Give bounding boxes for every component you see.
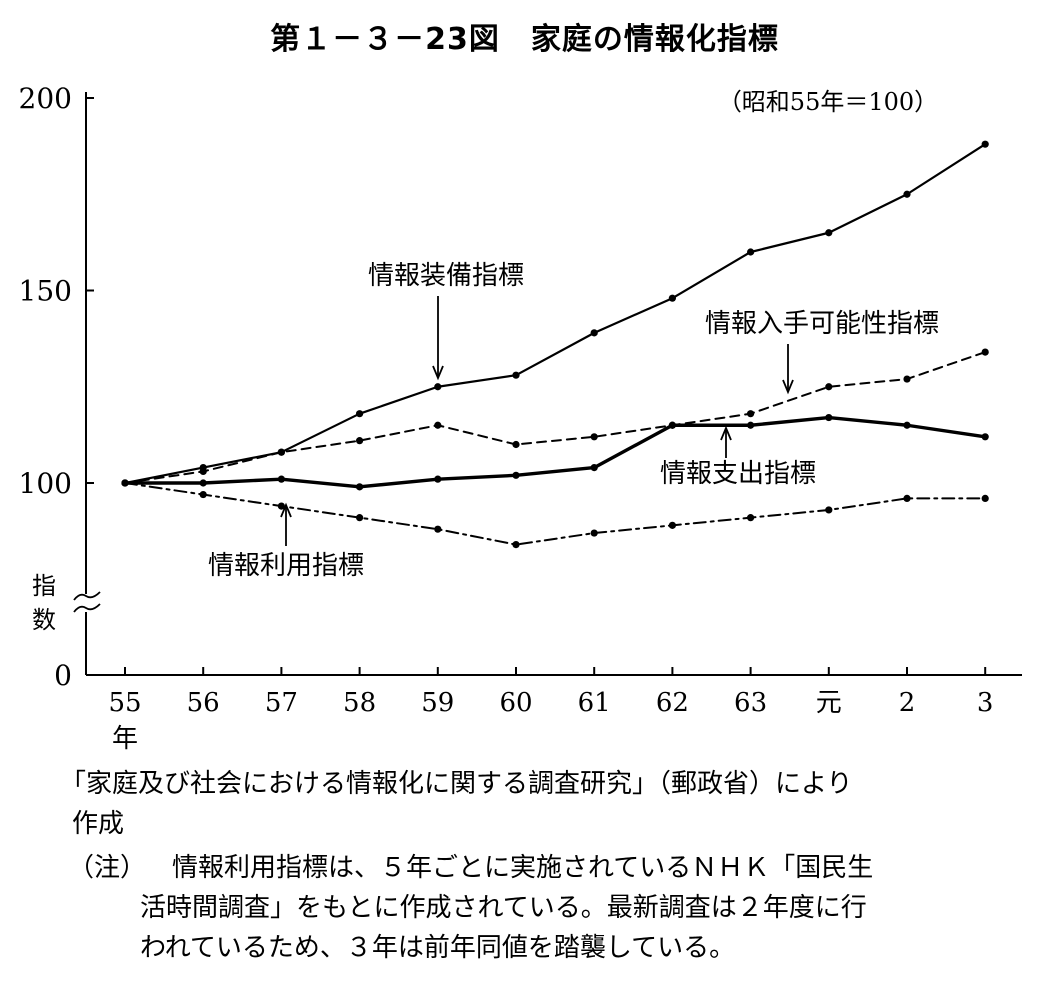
- x-tick-label: 60: [499, 688, 532, 718]
- x-tick-label: 59: [421, 688, 454, 718]
- data-point: [747, 514, 755, 522]
- data-point: [590, 329, 598, 337]
- series-line-2: [124, 351, 987, 484]
- x-tick-label: 58: [343, 688, 376, 718]
- data-point: [356, 514, 364, 522]
- data-point: [825, 506, 833, 514]
- data-point: [512, 541, 520, 549]
- x-unit-label: 年: [112, 724, 138, 754]
- data-point: [434, 475, 442, 483]
- x-tick-label: 63: [734, 688, 767, 718]
- data-point: [356, 437, 364, 445]
- data-point: [512, 440, 520, 449]
- note-line-3: われているため、３年は前年同値を踏襲している。: [140, 933, 736, 963]
- series-arrowhead-1: [432, 365, 444, 381]
- data-point: [590, 433, 598, 441]
- note-line-2: 活時間調査」をもとに作成されている。最新調査は２年度に行: [140, 893, 867, 923]
- data-point: [199, 467, 207, 476]
- data-point: [747, 410, 755, 418]
- series-line-4: [124, 482, 987, 546]
- labels-layer: 0 100 150 200 指数 （昭和55年＝100） 55 56 57 58 59 60 61 62 6…: [19, 82, 994, 754]
- data-point: [825, 413, 833, 422]
- data-point: [668, 294, 677, 302]
- line-chart: 0 100 150 200 指数 （昭和55年＝100） 55 56 57 58 59 60 61 62 6…: [19, 82, 1022, 754]
- data-point: [668, 421, 677, 429]
- data-point: [277, 502, 285, 510]
- y-tick-label: 0: [54, 659, 72, 692]
- y-axis-label-part1: 指: [32, 572, 56, 600]
- y-tick-label: 150: [19, 275, 72, 308]
- data-point: [668, 521, 677, 529]
- x-tick-label: 3: [977, 688, 994, 718]
- data-point: [121, 479, 129, 487]
- data-point: [512, 371, 520, 379]
- x-tick-label: 56: [187, 688, 220, 718]
- data-point: [434, 525, 442, 533]
- series-label-2: 情報入手可能性指標: [705, 309, 939, 339]
- note-label: （注）: [68, 853, 147, 883]
- series-layer: [121, 140, 989, 549]
- data-point: [434, 383, 442, 391]
- series-arrowhead-2: [782, 379, 794, 395]
- data-point: [825, 383, 833, 391]
- data-point: [512, 471, 520, 479]
- series-arrowhead-4: [280, 502, 292, 518]
- x-tick-label: 2: [899, 688, 916, 718]
- data-point: [981, 140, 989, 148]
- x-tick-label: 元: [816, 688, 842, 718]
- data-point: [903, 494, 911, 502]
- series-line-1: [123, 143, 987, 485]
- data-point: [199, 479, 207, 487]
- data-point: [903, 375, 911, 383]
- data-point: [981, 348, 989, 356]
- data-point: [747, 248, 755, 256]
- data-point: [199, 490, 207, 499]
- data-point: [590, 464, 598, 472]
- source-citation-cont: 作成: [72, 809, 125, 839]
- data-point: [981, 433, 989, 441]
- data-point: [981, 494, 989, 502]
- series-label-3: 情報支出指標: [660, 459, 816, 489]
- axis-break-mark-bottom: [73, 603, 101, 613]
- data-point: [747, 421, 755, 429]
- y-axis-label-part2: 数: [32, 606, 56, 634]
- axis-break-mark-top: [73, 591, 101, 601]
- data-point: [825, 229, 833, 237]
- x-tick-label: 61: [578, 688, 611, 718]
- x-tick-label: 57: [265, 688, 298, 718]
- y-tick-label: 200: [19, 82, 72, 115]
- figure-title: 第１－３－23図 家庭の情報化指標: [270, 22, 779, 57]
- data-point: [277, 475, 285, 483]
- series-label-1: 情報装備指標: [368, 261, 524, 291]
- data-point: [903, 190, 911, 198]
- data-point: [434, 421, 442, 429]
- series-label-4: 情報利用指標: [208, 551, 364, 581]
- x-tick-label: 62: [656, 688, 689, 718]
- note-line-1: 情報利用指標は、５年ごとに実施されているＮＨＫ「国民生: [172, 853, 874, 883]
- data-point: [277, 448, 285, 456]
- y-tick-label: 100: [19, 467, 72, 500]
- source-citation: 「家庭及び社会における情報化に関する調査研究」（郵政省）により: [60, 769, 853, 799]
- series-line-3: [123, 415, 987, 489]
- data-point: [356, 483, 364, 491]
- data-point: [903, 421, 911, 429]
- x-tick-label: 55: [108, 688, 141, 718]
- data-point: [590, 529, 598, 537]
- data-point: [356, 410, 364, 418]
- base-note: （昭和55年＝100）: [718, 88, 938, 116]
- series-arrowhead-3: [720, 425, 732, 441]
- chart-axes: [73, 92, 1022, 676]
